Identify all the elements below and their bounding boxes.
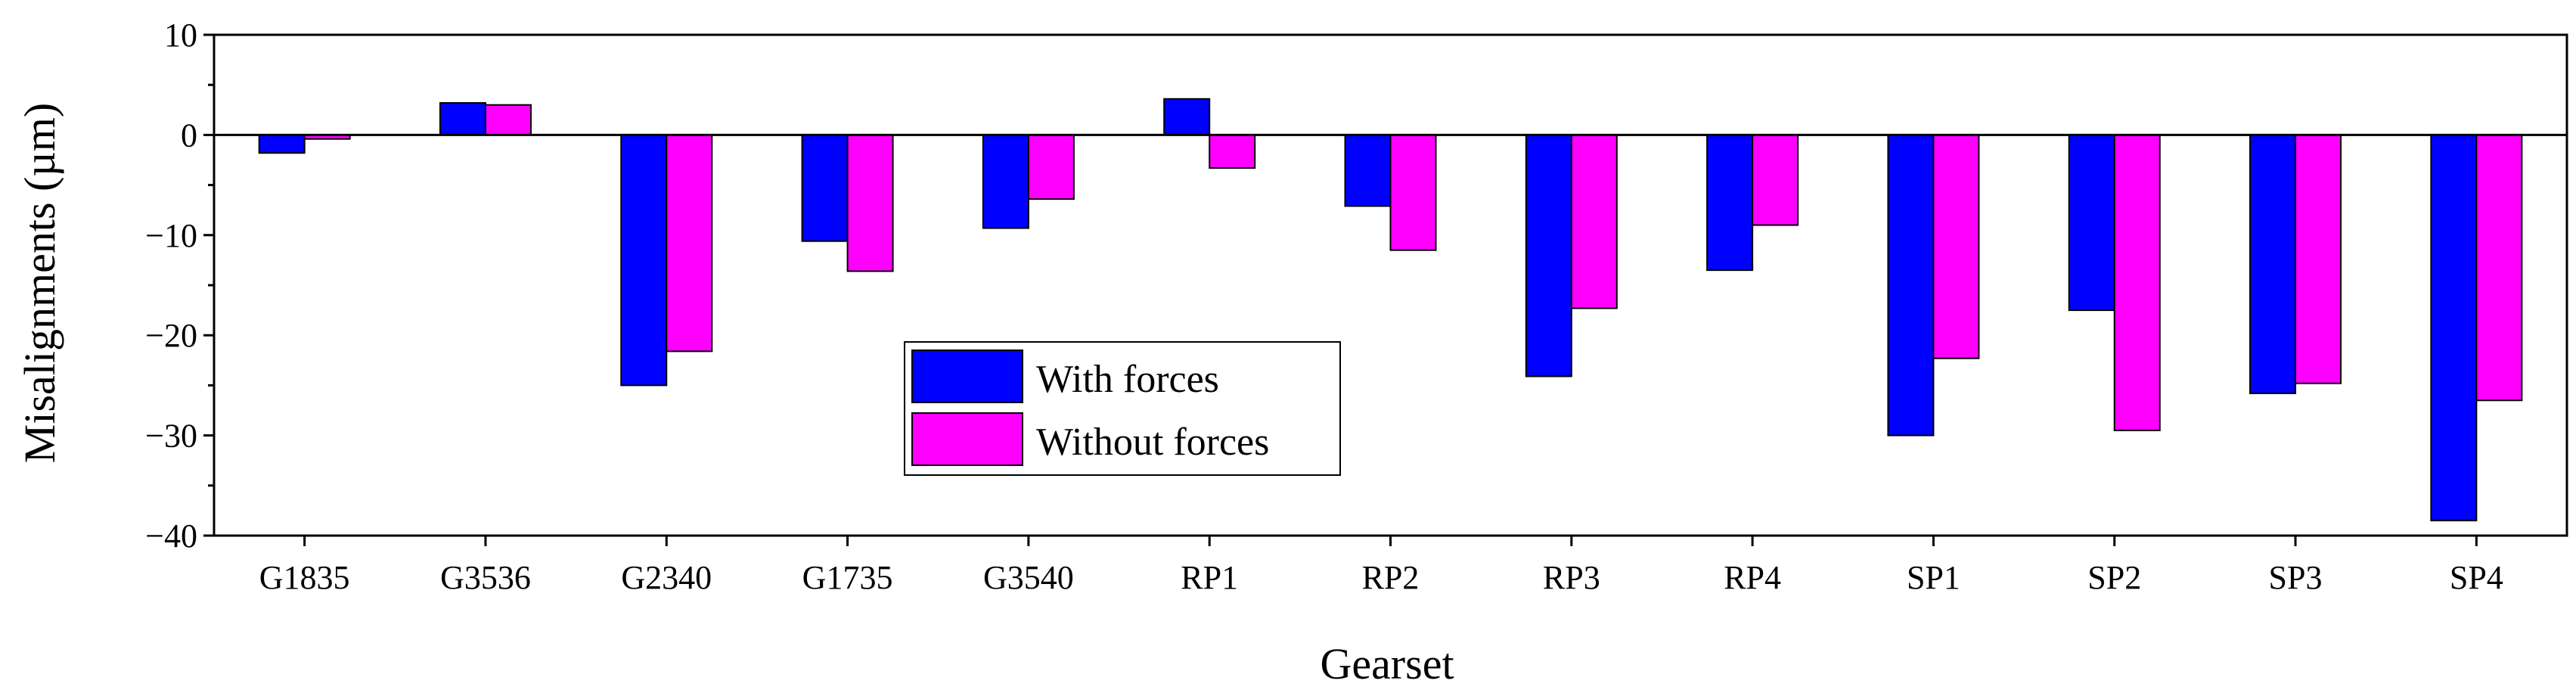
bar-g2340-without-forces xyxy=(666,134,713,353)
y-tick-label: −10 xyxy=(145,217,197,254)
x-tick-label: G1835 xyxy=(259,559,350,596)
x-tick-label: SP4 xyxy=(2450,559,2503,596)
x-tick-label: SP3 xyxy=(2269,559,2323,596)
bar-sp3-with-forces xyxy=(2249,134,2297,394)
plot-frame xyxy=(213,33,2568,537)
x-axis-title: Gearset xyxy=(1320,639,1454,688)
bars xyxy=(258,98,2523,522)
bar-sp2-with-forces xyxy=(2068,134,2115,312)
bar-sp2-without-forces xyxy=(2113,134,2161,431)
y-tick-label: 0 xyxy=(181,116,197,154)
bar-g1835-with-forces xyxy=(258,134,306,154)
y-axis-title: Misalignments (µm) xyxy=(15,103,64,463)
x-tick-label: RP2 xyxy=(1362,559,1420,596)
legend-label-with-forces: With forces xyxy=(1036,358,1219,401)
x-tick-label: RP3 xyxy=(1543,559,1600,596)
bar-sp4-with-forces xyxy=(2430,134,2478,522)
bar-sp3-without-forces xyxy=(2295,134,2342,384)
bar-sp1-without-forces xyxy=(1932,134,1980,359)
bar-g3536-without-forces xyxy=(484,104,532,136)
x-tick-label: RP1 xyxy=(1181,559,1238,596)
bar-g2340-with-forces xyxy=(620,134,668,387)
legend-swatch-with-forces xyxy=(911,350,1023,403)
bar-g1735-with-forces xyxy=(801,134,849,242)
bar-sp4-without-forces xyxy=(2475,134,2523,402)
bar-rp4-with-forces xyxy=(1706,134,1754,272)
bar-g1735-without-forces xyxy=(846,134,894,272)
x-tick-label: G3536 xyxy=(440,559,531,596)
bar-rp2-without-forces xyxy=(1389,134,1437,251)
bar-rp2-with-forces xyxy=(1344,134,1392,207)
bar-g3540-without-forces xyxy=(1027,134,1075,200)
x-tick-label: SP2 xyxy=(2087,559,2141,596)
y-tick-label: −20 xyxy=(145,317,197,354)
bar-sp1-with-forces xyxy=(1887,134,1935,436)
x-tick-label: RP4 xyxy=(1724,559,1781,596)
bar-rp1-with-forces xyxy=(1163,98,1211,136)
x-tick-label: G3540 xyxy=(983,559,1074,596)
bar-rp3-with-forces xyxy=(1525,134,1572,377)
legend-swatch-without-forces xyxy=(911,412,1023,466)
y-tick-label: −30 xyxy=(145,418,197,455)
bar-rp1-without-forces xyxy=(1209,134,1256,169)
bar-g3540-with-forces xyxy=(982,134,1029,229)
axes xyxy=(203,33,2567,546)
tick-labels: 10 0 −10 −20 −30 −40 G1835 G3536 G2340 G1735 G3540… xyxy=(145,17,2503,596)
x-tick-label: SP1 xyxy=(1907,559,1960,596)
legend-label-without-forces: Without forces xyxy=(1036,421,1269,464)
plot-area xyxy=(213,33,2568,537)
bar-rp3-without-forces xyxy=(1570,134,1618,309)
bar-g3536-with-forces xyxy=(439,102,486,136)
x-tick-label: G2340 xyxy=(621,559,712,596)
bar-rp4-without-forces xyxy=(1752,134,1799,226)
y-tick-label: 10 xyxy=(164,17,197,54)
x-tick-label: G1735 xyxy=(802,559,893,596)
y-tick-label: −40 xyxy=(145,517,197,555)
legend: With forces Without forces xyxy=(904,341,1341,476)
